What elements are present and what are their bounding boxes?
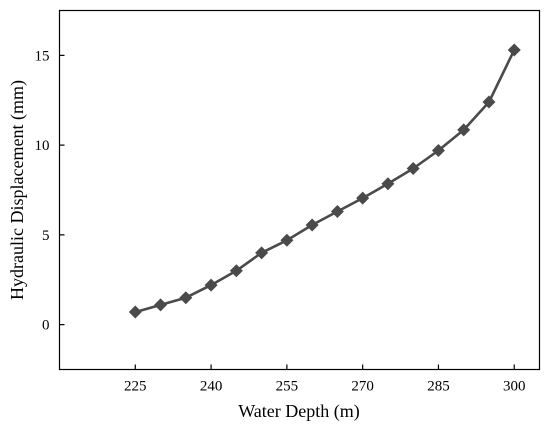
x-tick-label: 240 — [200, 379, 223, 395]
data-point-marker — [356, 191, 370, 205]
data-markers — [128, 43, 521, 319]
x-axis-title: Water Depth (m) — [238, 401, 360, 422]
x-tick-label: 285 — [427, 379, 450, 395]
x-tick-labels: 225 240 255 270 285 300 — [124, 379, 525, 395]
data-point-marker — [128, 305, 142, 319]
y-tick-label: 15 — [35, 48, 50, 64]
series-line — [134, 49, 516, 314]
x-tick-label: 225 — [124, 379, 147, 395]
data-point-marker — [482, 95, 496, 109]
y-axis-title: Hydraulic Displacement (mm) — [7, 80, 28, 300]
axis-ticks — [59, 54, 515, 370]
y-tick-label: 0 — [42, 318, 50, 334]
data-point-marker — [507, 43, 521, 57]
y-tick-labels: 0 5 10 15 — [35, 48, 50, 333]
data-point-marker — [229, 264, 243, 278]
x-tick-label: 300 — [503, 379, 526, 395]
data-point-marker — [431, 144, 445, 158]
data-point-marker — [330, 205, 344, 219]
x-tick-label: 270 — [351, 379, 374, 395]
data-point-marker — [457, 123, 471, 137]
data-point-marker — [154, 298, 168, 312]
data-point-marker — [255, 246, 269, 260]
data-point-marker — [305, 218, 319, 232]
y-tick-label: 10 — [35, 138, 50, 154]
data-point-marker — [406, 161, 420, 175]
data-point-marker — [179, 291, 193, 305]
y-tick-label: 5 — [42, 228, 50, 244]
data-point-marker — [381, 177, 395, 191]
x-tick-label: 255 — [276, 379, 299, 395]
plot-frame — [58, 9, 541, 371]
data-point-marker — [204, 278, 218, 292]
data-point-marker — [280, 233, 294, 247]
